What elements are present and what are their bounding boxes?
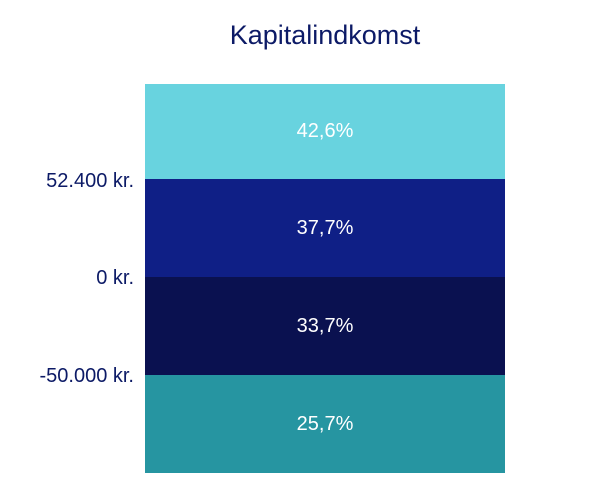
band-upper-middle: 37,7% bbox=[145, 179, 505, 277]
band-bottom-label: 25,7% bbox=[296, 412, 354, 435]
threshold-label-upper: 52.400 kr. bbox=[46, 170, 134, 192]
band-upper-middle-label: 37,7% bbox=[296, 216, 354, 239]
tax-bands: 42,6% 37,7% 33,7% 25,7% bbox=[145, 84, 505, 473]
chart-title: Kapitalindkomst bbox=[229, 20, 421, 50]
band-lower-middle-label: 33,7% bbox=[296, 314, 354, 337]
band-top: 42,6% bbox=[145, 84, 505, 179]
band-lower-middle: 33,7% bbox=[145, 277, 505, 375]
threshold-label-lower: -50.000 kr. bbox=[39, 365, 134, 387]
band-top-label: 42,6% bbox=[296, 120, 354, 142]
band-bottom: 25,7% bbox=[145, 375, 505, 473]
threshold-label-zero: 0 kr. bbox=[96, 267, 134, 289]
